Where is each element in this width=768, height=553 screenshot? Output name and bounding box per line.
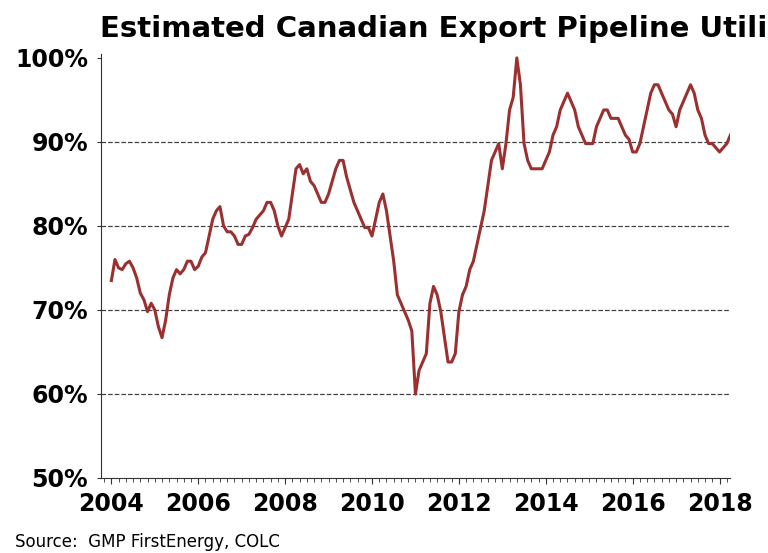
Text: Source:  GMP FirstEnergy, COLC: Source: GMP FirstEnergy, COLC bbox=[15, 534, 280, 551]
Text: Estimated Canadian Export Pipeline Utilization: Estimated Canadian Export Pipeline Utili… bbox=[101, 15, 768, 43]
